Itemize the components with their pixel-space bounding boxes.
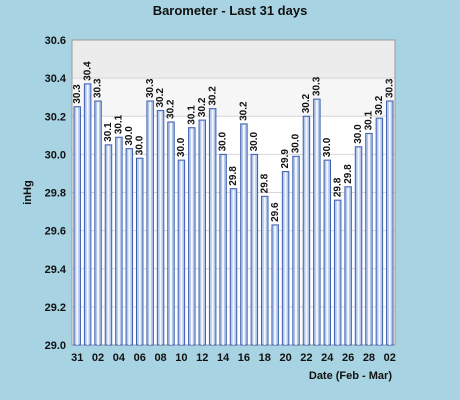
data-label: 30.0 [124,126,135,146]
y-axis-label: inHg [22,180,34,204]
data-label: 30.1 [364,111,375,131]
data-label: 30.4 [82,61,93,81]
bar-highlight [253,155,256,345]
data-label: 30.0 [218,131,229,151]
bar-highlight [117,138,120,345]
bar-highlight [242,124,245,345]
data-label: 30.0 [322,137,333,157]
bar-highlight [232,189,235,345]
bar-highlight [315,100,318,345]
data-label: 30.3 [93,78,104,98]
data-label: 30.0 [134,135,145,155]
bar-highlight [180,161,183,345]
bar-highlight [305,117,308,345]
data-label: 30.3 [384,78,395,98]
y-tick-label: 29.8 [45,188,66,200]
data-label: 29.8 [332,177,343,197]
y-tick-label: 30.6 [45,35,66,47]
bar-highlight [86,84,89,345]
bar-highlight [107,145,110,345]
y-tick-label: 29.4 [45,264,67,276]
x-axis-label: Date (Feb - Mar) [309,370,392,382]
x-tick-label: 24 [321,352,334,364]
x-tick-label: 06 [134,352,146,364]
bar-highlight [357,147,360,345]
y-tick-label: 29.6 [45,226,66,238]
bar-highlight [284,172,287,345]
data-label: 30.1 [186,105,197,125]
bar-highlight [326,161,329,345]
data-label: 30.2 [239,101,250,121]
x-tick-label: 02 [92,352,104,364]
data-label: 30.2 [301,93,312,113]
x-tick-label: 28 [363,352,375,364]
bar-highlight [378,119,381,345]
bar-highlight [347,187,350,345]
bar-highlight [201,121,204,345]
x-tick-label: 26 [342,352,354,364]
data-label: 30.0 [353,124,364,144]
x-tick-label: 22 [300,352,312,364]
bar-highlight [149,102,152,345]
data-label: 30.3 [145,78,156,98]
bar-highlight [263,197,266,345]
x-tick-label: 12 [196,352,208,364]
bar-highlight [170,122,172,345]
x-tick-label: 31 [71,352,83,364]
x-tick-label: 08 [154,352,166,364]
bar-highlight [367,134,370,345]
data-label: 30.0 [249,131,260,151]
data-label: 29.6 [270,202,281,222]
data-label: 30.2 [155,88,166,108]
bar-highlight [97,102,100,345]
x-tick-label: 20 [279,352,291,364]
data-label: 30.0 [176,137,187,157]
bar-highlight [222,155,225,345]
data-label: 30.3 [311,76,322,96]
bar-highlight [190,128,193,345]
data-label: 30.0 [291,133,302,153]
bar-highlight [388,102,391,345]
data-label: 30.2 [166,99,177,119]
plot-band [72,78,395,117]
x-tick-label: 18 [259,352,271,364]
y-tick-label: 30.2 [45,111,66,123]
y-tick-label: 30.0 [45,149,66,161]
data-label: 30.2 [207,86,218,106]
bar-highlight [336,201,339,345]
y-tick-label: 30.4 [45,73,67,85]
bar-highlight [211,109,214,345]
x-tick-label: 16 [238,352,250,364]
data-label: 29.8 [228,166,239,186]
data-label: 29.8 [343,164,354,184]
bar-highlight [76,107,79,345]
data-label: 30.2 [374,95,385,115]
x-tick-label: 04 [113,352,126,364]
y-tick-label: 29.2 [45,302,66,314]
x-tick-label: 14 [217,352,230,364]
y-tick-label: 29.0 [45,340,66,352]
data-label: 30.2 [197,97,208,117]
data-label: 29.8 [259,173,270,193]
data-label: 30.1 [114,114,125,134]
x-tick-label: 02 [384,352,396,364]
bar-highlight [159,111,162,345]
bar-highlight [138,159,141,345]
bar-highlight [295,157,297,345]
plot-band [72,40,395,79]
data-label: 30.3 [72,84,83,104]
bar-highlight [128,149,131,345]
data-label: 30.1 [103,122,114,142]
x-tick-label: 10 [175,352,187,364]
data-label: 29.9 [280,149,291,169]
chart-title: Barometer - Last 31 days [152,3,308,18]
bar-highlight [274,225,277,345]
